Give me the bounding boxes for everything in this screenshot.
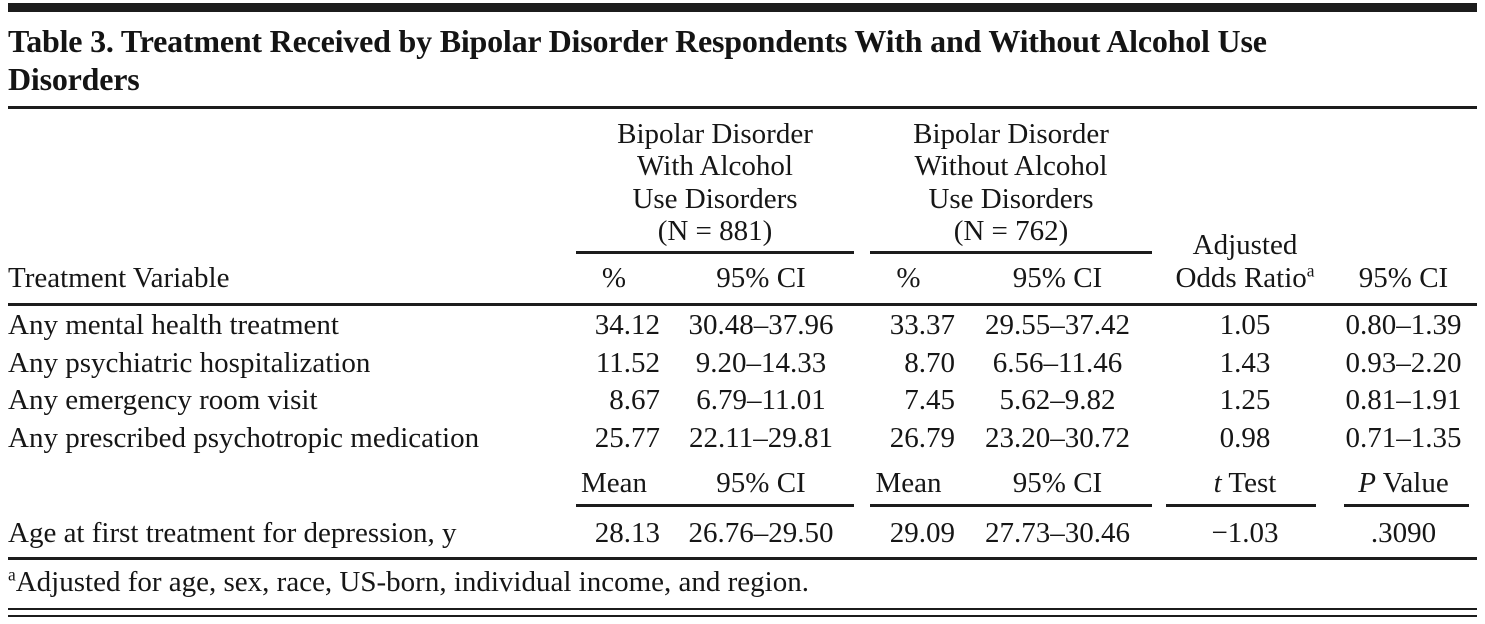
aor-header-line1: Adjusted [1192,229,1298,262]
pct2-value: 26.79 [889,421,955,454]
aor-value: 0.98 [1219,421,1271,454]
aor-ci-value: 0.81–1.91 [1345,384,1462,417]
pct1-value: 8.67 [609,384,660,417]
empty-cell [8,456,568,501]
p-value-header: P Value [1358,467,1449,499]
t-test-header: t Test [1213,467,1277,499]
group1-header-text: Bipolar Disorder With Alcohol Use Disord… [617,117,813,248]
bottom-double-rule [8,607,1477,617]
row-label: Age at first treatment for depression, y [8,513,568,560]
treatment-table: Treatment Variable Bipolar Disorder With… [8,108,1477,560]
aor-header-line2: Odds Ratioa [1175,260,1315,294]
pct1-value: 34.12 [594,309,660,342]
mean2-value: 29.09 [862,513,955,560]
mean-ci1-header: 95% CI [716,467,806,499]
ci1-value: 6.79–11.01 [696,384,826,417]
group2-spanner-cell [862,248,1160,260]
group2-header-text: Bipolar Disorder Without Alcohol Use Dis… [913,117,1109,248]
table-row: Any emergency room visit 8.67 6.79–11.01… [8,381,1477,418]
pct2-value: 33.37 [889,309,955,342]
row-label: Any prescribed psychotropic medication [8,421,480,454]
aor-value: 1.43 [1219,346,1271,379]
ci2-value: 29.55–37.42 [985,309,1130,342]
mean2-header: Mean [875,467,942,499]
table-head: Treatment Variable Bipolar Disorder With… [8,108,1477,307]
p-value-spanner-cell [1330,501,1477,513]
mean-ci1-value: 26.76–29.50 [660,513,862,560]
group2-spanner-rule [870,250,1152,254]
stub-column-header: Treatment Variable [8,108,568,307]
table-row: Any prescribed psychotropic medication 2… [8,419,1477,456]
pct1-value: 11.52 [595,346,660,379]
subheader-row: % 95% CI % 95% CI [8,259,1477,307]
footnote-marker-sup: a [1306,260,1315,280]
mean1-header: Mean [580,467,648,499]
table-body: Any mental health treatment 34.12 30.48–… [8,305,1477,560]
ci1-value: 9.20–14.33 [695,346,827,379]
aor-value: 1.25 [1219,384,1271,417]
ci2-value: 6.56–11.46 [992,346,1123,379]
group2-pct-header: % [862,259,955,307]
t-test-value: −1.03 [1160,513,1330,560]
row-label: Any mental health treatment [8,309,339,342]
top-rule-bar [8,3,1477,12]
mean-spanner-rule-row [8,501,1477,513]
adjusted-odds-ratio-header: Adjusted Odds Ratioa [1160,108,1330,307]
mean-group1-spanner-rule [576,504,854,508]
p-value-spanner-rule [1344,504,1469,508]
mean-ci2-header: 95% CI [1012,467,1103,499]
table-footnote: aAdjusted for age, sex, race, US-born, i… [8,560,1477,607]
pct1-value: 25.77 [594,421,660,454]
mean-subheader-row: Mean 95% CI Mean 95% CI t Test P Value [8,456,1477,501]
t-test-spanner-cell [1160,501,1330,513]
p-value: .3090 [1330,513,1477,560]
row-label: Any psychiatric hospitalization [8,346,371,379]
table-row: Age at first treatment for depression, y… [8,513,1477,560]
ci1-value: 22.11–29.81 [689,421,833,454]
aor-ci-value: 0.93–2.20 [1345,346,1462,379]
group2-ci-header: 95% CI [955,259,1160,307]
mean-group2-spanner-rule [870,504,1152,508]
ci1-value: 30.48–37.96 [688,309,834,342]
ci2-value: 5.62–9.82 [999,384,1116,417]
group1-ci-header: 95% CI [660,259,862,307]
pct2-value: 7.45 [904,384,955,417]
mean-group1-spanner-cell [568,501,862,513]
table-row: Any mental health treatment 34.12 30.48–… [8,305,1477,344]
footnote-marker: a [8,564,16,585]
group1-spanner-rule [576,250,854,254]
mean1-value: 28.13 [568,513,660,560]
ci2-value: 23.20–30.72 [985,421,1130,454]
pct2-value: 8.70 [904,346,955,379]
footnote-text: Adjusted for age, sex, race, US-born, in… [15,565,809,598]
group1-pct-header: % [568,259,660,307]
row-label: Any emergency room visit [8,384,318,417]
aor-ci-header: 95% CI [1330,108,1477,307]
empty-cell [8,501,568,513]
group2-header: Bipolar Disorder Without Alcohol Use Dis… [862,109,1160,248]
table-title: Table 3. Treatment Received by Bipolar D… [8,12,1477,109]
table-row: Any psychiatric hospitalization 11.52 9.… [8,344,1477,381]
group1-spanner-cell [568,248,862,260]
group-spanner-rule-row [8,248,1477,260]
aor-ci-value: 0.80–1.39 [1345,309,1462,342]
mean-group2-spanner-cell [862,501,1160,513]
t-test-spanner-rule [1166,504,1316,508]
aor-ci-value: 0.71–1.35 [1345,421,1462,454]
group-header-row: Treatment Variable Bipolar Disorder With… [8,108,1477,307]
mean-ci2-value: 27.73–30.46 [955,513,1160,560]
group1-header: Bipolar Disorder With Alcohol Use Disord… [568,109,862,248]
aor-value: 1.05 [1219,309,1271,342]
